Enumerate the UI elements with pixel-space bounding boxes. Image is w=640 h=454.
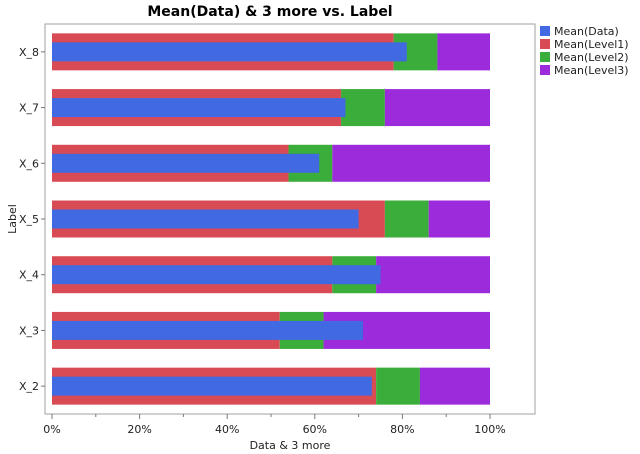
y-tick-label-x_3: X_3 [19,324,39,337]
bar-mean-level3-x_2 [419,367,490,405]
x-tick-label-80: 80% [390,423,414,436]
x-axis: 0% 20% 40% 60% 80% 100% [43,414,506,436]
bar-mean-data-x_2 [52,376,372,396]
x-tick-label-20: 20% [127,423,151,436]
x-tick-label-40: 40% [215,423,239,436]
bar-mean-level3-x_7 [384,89,490,127]
y-axis: X_8 X_7 X_6 X_5 X_4 X_3 X_2 [19,46,45,393]
legend-swatch-mean-level1 [540,39,550,49]
legend-swatch-mean-level2 [540,52,550,62]
bar-mean-data-x_3 [52,320,363,340]
bar-mean-level3-x_4 [376,256,490,294]
x-axis-title: Data & 3 more [250,439,331,452]
y-tick-label-x_7: X_7 [19,102,39,115]
chart-title: Mean(Data) & 3 more vs. Label [147,4,392,20]
bar-mean-data-x_5 [52,209,359,229]
y-tick-label-x_6: X_6 [19,157,39,170]
bar-mean-level2-x_7 [341,89,385,127]
legend-label-mean-level2: Mean(Level2) [554,51,629,64]
legend-swatch-mean-data [540,26,550,36]
legend: Mean(Data)Mean(Level1)Mean(Level2)Mean(L… [540,25,629,77]
bar-mean-data-x_6 [52,153,320,173]
bar-mean-level2-x_2 [376,367,420,405]
y-tick-label-x_4: X_4 [19,269,39,282]
bar-mean-level3-x_5 [428,200,490,238]
legend-label-mean-data: Mean(Data) [554,25,619,38]
x-tick-label-100: 100% [474,423,505,436]
y-tick-label-x_8: X_8 [19,46,39,59]
y-tick-label-x_5: X_5 [19,213,39,226]
bar-mean-data-x_8 [52,42,407,62]
legend-label-mean-level3: Mean(Level3) [554,64,629,77]
x-tick-label-0: 0% [43,423,60,436]
y-axis-title: Label [6,204,19,234]
bar-mean-level3-x_6 [332,144,490,182]
bar-mean-level2-x_5 [384,200,429,238]
legend-label-mean-level1: Mean(Level1) [554,38,629,51]
x-tick-label-60: 60% [303,423,327,436]
bar-mean-data-x_4 [52,265,381,285]
bars-layer [52,33,490,405]
legend-swatch-mean-level3 [540,65,550,75]
bar-mean-data-x_7 [52,98,346,118]
y-tick-label-x_2: X_2 [19,380,39,393]
bar-mean-level3-x_8 [437,33,490,71]
